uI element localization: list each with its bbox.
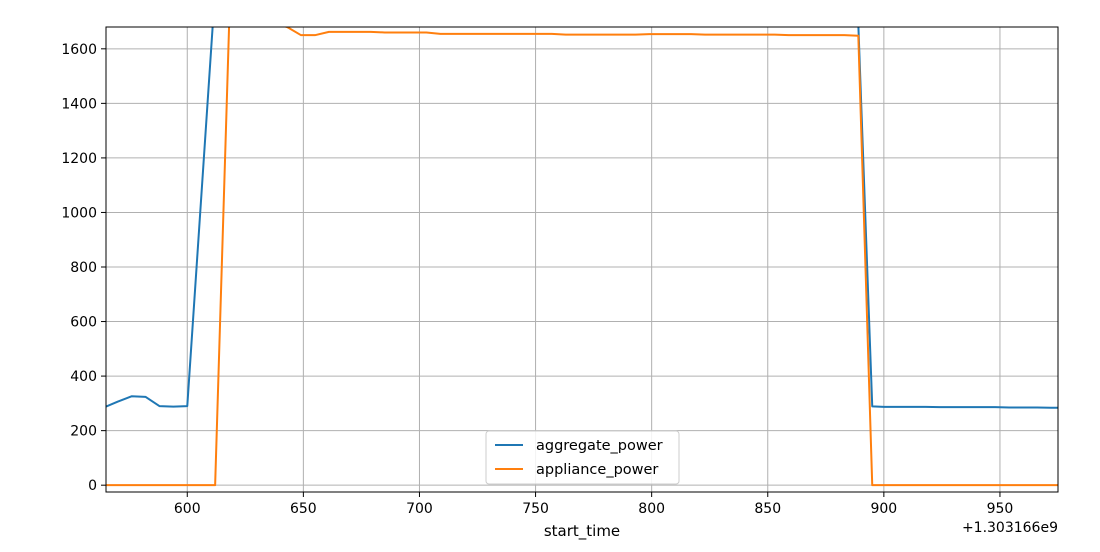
x-axis-label: start_time bbox=[544, 522, 620, 541]
grid-lines bbox=[106, 27, 1058, 492]
x-tick-label: 800 bbox=[638, 501, 665, 517]
x-tick-label: 700 bbox=[406, 501, 433, 517]
x-tick-label: 750 bbox=[522, 501, 549, 517]
series-line-aggregate-power bbox=[106, 27, 1058, 409]
series-group bbox=[106, 27, 1058, 487]
y-tick-label: 1400 bbox=[61, 96, 97, 112]
plot-background bbox=[106, 27, 1058, 492]
legend-label: aggregate_power bbox=[536, 438, 663, 454]
series-line-appliance-power bbox=[106, 27, 1058, 487]
y-tick-label: 0 bbox=[88, 478, 97, 494]
legend: aggregate_power appliance_power bbox=[485, 430, 680, 485]
y-tick-label: 800 bbox=[70, 260, 97, 276]
legend-box bbox=[485, 430, 680, 485]
y-tick-label: 1200 bbox=[61, 151, 97, 167]
y-tick-label: 1000 bbox=[61, 205, 97, 221]
x-axis-offset-label: +1.303166e9 bbox=[962, 520, 1058, 536]
plot-frame bbox=[105, 26, 1059, 493]
x-tick-label: 600 bbox=[174, 501, 201, 517]
y-tick-label: 400 bbox=[70, 369, 97, 385]
legend-label: appliance_power bbox=[536, 462, 658, 478]
y-tick-label: 600 bbox=[70, 315, 97, 331]
x-tick-label: 950 bbox=[987, 501, 1014, 517]
y-tick-label: 200 bbox=[70, 424, 97, 440]
y-axis: 0 200 400 600 800 1000 1200 1400 1600 bbox=[61, 42, 106, 494]
x-tick-label: 650 bbox=[290, 501, 317, 517]
y-tick-label: 1600 bbox=[61, 42, 97, 58]
x-tick-label: 900 bbox=[870, 501, 897, 517]
x-tick-label: 850 bbox=[754, 501, 781, 517]
x-axis: 600 650 700 750 800 850 900 950 bbox=[174, 492, 1013, 517]
